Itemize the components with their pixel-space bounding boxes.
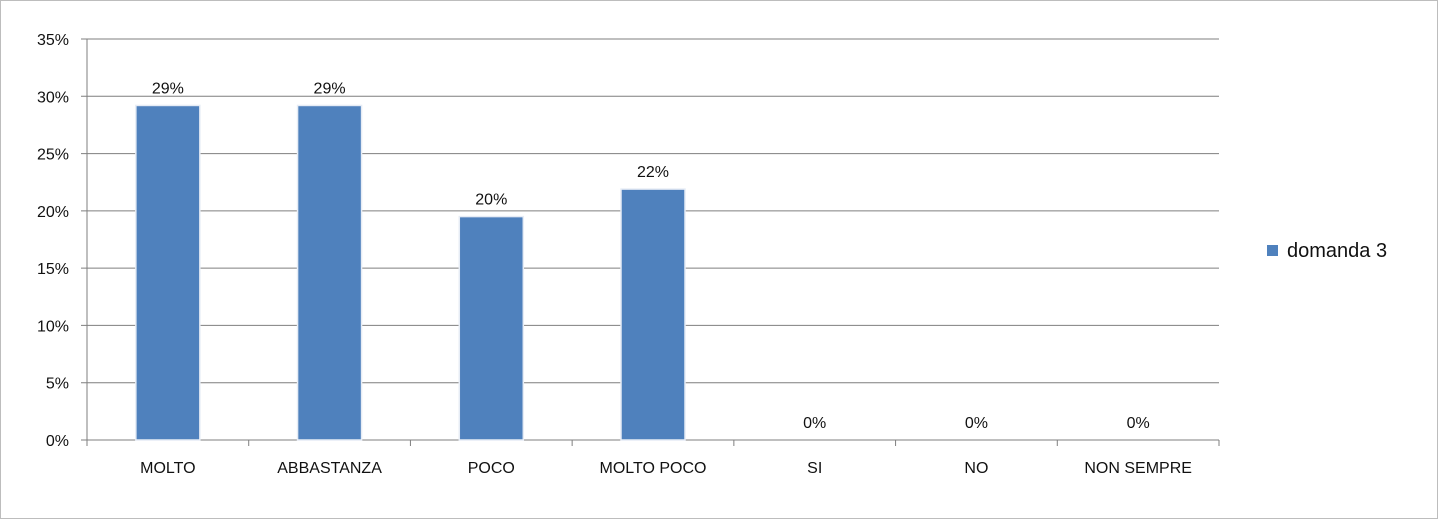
legend-label: domanda 3	[1287, 240, 1387, 262]
x-tick-label: MOLTO	[140, 460, 195, 477]
x-tick-label: POCO	[468, 460, 515, 477]
y-tick-label: 15%	[37, 261, 69, 278]
y-tick-label: 5%	[46, 376, 69, 393]
bar	[135, 104, 201, 441]
data-label: 0%	[1127, 415, 1150, 432]
data-label: 29%	[314, 80, 346, 97]
data-label: 29%	[152, 80, 184, 97]
y-tick-label: 10%	[37, 318, 69, 335]
y-tick-label: 30%	[37, 89, 69, 106]
data-label: 0%	[803, 415, 826, 432]
x-tick-label: NO	[964, 460, 988, 477]
data-label: 0%	[965, 415, 988, 432]
x-tick-label: SI	[807, 460, 822, 477]
bar	[296, 104, 363, 441]
y-tick-label: 0%	[46, 433, 69, 450]
x-tick-label: ABBASTANZA	[277, 460, 382, 477]
y-tick-label: 20%	[37, 204, 69, 221]
bars	[135, 104, 686, 441]
data-label: 22%	[637, 164, 669, 181]
x-tick-label: MOLTO POCO	[600, 460, 707, 477]
data-labels: 29% 29% 20% 22% 0% 0% 0%	[152, 80, 1150, 432]
y-axis-ticks: 0% 5% 10% 15% 20% 25% 30% 35%	[37, 32, 69, 450]
x-tick-label: NON SEMPRE	[1084, 460, 1192, 477]
bar	[458, 215, 525, 441]
legend: domanda 3	[1267, 240, 1387, 262]
legend-swatch	[1267, 245, 1278, 256]
y-tick-label: 35%	[37, 32, 69, 49]
bar	[620, 188, 686, 441]
x-axis-ticks: MOLTO ABBASTANZA POCO MOLTO POCO SI NO NON SEM…	[140, 460, 1192, 477]
data-label: 20%	[475, 192, 507, 209]
y-tick-label: 25%	[37, 147, 69, 164]
